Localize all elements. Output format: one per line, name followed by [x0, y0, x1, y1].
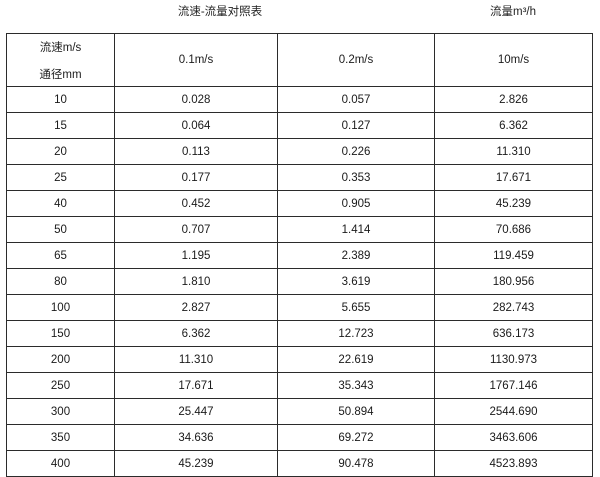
cell-flow-10: 2544.690	[434, 398, 593, 425]
table-row: 15 0.064 0.127 6.362	[6, 112, 593, 139]
cell-diameter: 80	[6, 268, 115, 295]
cell-flow-0-2: 5.655	[277, 294, 435, 321]
cell-flow-0-1: 6.362	[114, 320, 278, 347]
cell-flow-0-1: 1.810	[114, 268, 278, 295]
flow-unit-label: 流量m³/h	[490, 6, 536, 18]
cell-flow-0-2: 0.057	[277, 86, 435, 113]
cell-flow-0-1: 0.028	[114, 86, 278, 113]
cell-diameter: 200	[6, 346, 115, 373]
page-title: 流速-流量对照表	[177, 6, 263, 18]
table-row: 80 1.810 3.619 180.956	[6, 268, 593, 295]
cell-flow-0-1: 0.707	[114, 216, 278, 243]
cell-diameter: 400	[6, 450, 115, 477]
flow-velocity-table-wrapper: 流速m/s 通径mm 0.1m/s 0.2m/s 10m/s 10 0.028 …	[6, 33, 593, 477]
cell-diameter: 15	[6, 112, 115, 139]
table-row: 350 34.636 69.272 3463.606	[6, 424, 593, 451]
cell-flow-0-1: 11.310	[114, 346, 278, 373]
cell-flow-0-1: 0.113	[114, 138, 278, 165]
cell-flow-10: 282.743	[434, 294, 593, 321]
cell-flow-10: 1130.973	[434, 346, 593, 373]
cell-flow-10: 119.459	[434, 242, 593, 269]
table-row: 25 0.177 0.353 17.671	[6, 164, 593, 191]
table-row: 20 0.113 0.226 11.310	[6, 138, 593, 165]
cell-flow-0-1: 34.636	[114, 424, 278, 451]
cell-flow-10: 45.239	[434, 190, 593, 217]
table-row: 50 0.707 1.414 70.686	[6, 216, 593, 243]
cell-flow-10: 11.310	[434, 138, 593, 165]
cell-diameter: 50	[6, 216, 115, 243]
cell-flow-0-1: 2.827	[114, 294, 278, 321]
cell-flow-0-2: 0.127	[277, 112, 435, 139]
table-row: 400 45.239 90.478 4523.893	[6, 450, 593, 477]
column-header-velocity-10: 10m/s	[434, 33, 593, 87]
cell-flow-10: 17.671	[434, 164, 593, 191]
flow-velocity-table: 流速m/s 通径mm 0.1m/s 0.2m/s 10m/s 10 0.028 …	[6, 33, 593, 477]
table-row: 40 0.452 0.905 45.239	[6, 190, 593, 217]
cell-diameter: 65	[6, 242, 115, 269]
cell-flow-10: 2.826	[434, 86, 593, 113]
header-diameter-label: 通径mm	[39, 68, 82, 81]
caption-strip: 流速-流量对照表 流量m³/h	[0, 0, 600, 32]
table-row: 300 25.447 50.894 2544.690	[6, 398, 593, 425]
cell-flow-0-1: 0.452	[114, 190, 278, 217]
cell-flow-0-2: 3.619	[277, 268, 435, 295]
header-corner-cell: 流速m/s 通径mm	[6, 33, 115, 87]
cell-flow-10: 180.956	[434, 268, 593, 295]
cell-diameter: 25	[6, 164, 115, 191]
cell-diameter: 150	[6, 320, 115, 347]
cell-flow-0-2: 50.894	[277, 398, 435, 425]
cell-flow-0-1: 45.239	[114, 450, 278, 477]
cell-diameter: 350	[6, 424, 115, 451]
cell-flow-0-1: 0.064	[114, 112, 278, 139]
table-row: 150 6.362 12.723 636.173	[6, 320, 593, 347]
cell-flow-10: 636.173	[434, 320, 593, 347]
table-body: 流速m/s 通径mm 0.1m/s 0.2m/s 10m/s 10 0.028 …	[6, 33, 593, 477]
cell-flow-0-2: 90.478	[277, 450, 435, 477]
cell-diameter: 40	[6, 190, 115, 217]
table-row: 250 17.671 35.343 1767.146	[6, 372, 593, 399]
cell-flow-10: 3463.606	[434, 424, 593, 451]
cell-flow-0-1: 0.177	[114, 164, 278, 191]
cell-flow-0-2: 22.619	[277, 346, 435, 373]
cell-flow-0-2: 0.226	[277, 138, 435, 165]
cell-diameter: 100	[6, 294, 115, 321]
cell-flow-0-2: 35.343	[277, 372, 435, 399]
table-row: 100 2.827 5.655 282.743	[6, 294, 593, 321]
cell-flow-0-2: 0.905	[277, 190, 435, 217]
cell-flow-0-2: 69.272	[277, 424, 435, 451]
cell-flow-0-2: 1.414	[277, 216, 435, 243]
cell-flow-0-1: 17.671	[114, 372, 278, 399]
cell-diameter: 20	[6, 138, 115, 165]
table-row: 200 11.310 22.619 1130.973	[6, 346, 593, 373]
cell-flow-0-2: 2.389	[277, 242, 435, 269]
cell-diameter: 10	[6, 86, 115, 113]
table-row: 65 1.195 2.389 119.459	[6, 242, 593, 269]
table-header-row: 流速m/s 通径mm 0.1m/s 0.2m/s 10m/s	[6, 33, 593, 87]
table-row: 10 0.028 0.057 2.826	[6, 86, 593, 113]
cell-flow-10: 6.362	[434, 112, 593, 139]
cell-flow-10: 70.686	[434, 216, 593, 243]
cell-diameter: 250	[6, 372, 115, 399]
column-header-velocity-0-1: 0.1m/s	[114, 33, 278, 87]
cell-flow-0-2: 12.723	[277, 320, 435, 347]
cell-diameter: 300	[6, 398, 115, 425]
cell-flow-10: 1767.146	[434, 372, 593, 399]
header-velocity-label: 流速m/s	[7, 34, 114, 61]
cell-flow-0-2: 0.353	[277, 164, 435, 191]
cell-flow-0-1: 25.447	[114, 398, 278, 425]
cell-flow-10: 4523.893	[434, 450, 593, 477]
cell-flow-0-1: 1.195	[114, 242, 278, 269]
column-header-velocity-0-2: 0.2m/s	[277, 33, 435, 87]
